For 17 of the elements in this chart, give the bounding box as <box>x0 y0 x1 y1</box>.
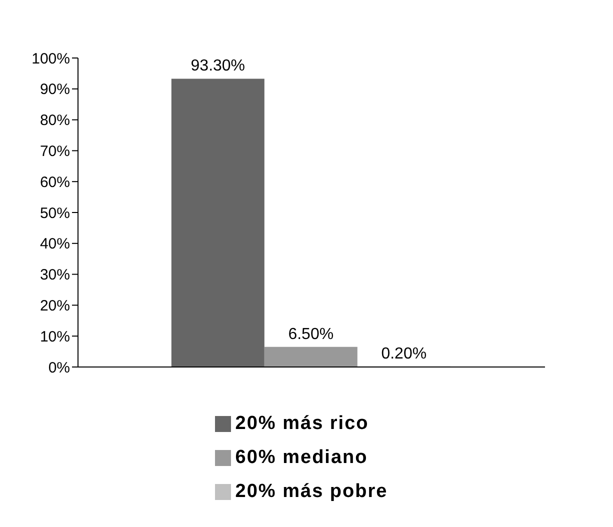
y-tick-label: 60% <box>40 174 70 191</box>
legend-label: 20% más pobre <box>235 481 388 502</box>
y-tick-label: 70% <box>40 143 70 160</box>
data-label: 0.20% <box>381 345 427 362</box>
y-tick-label: 30% <box>40 266 70 284</box>
y-tick-label: 40% <box>40 236 70 253</box>
data-label: 93.30% <box>190 58 246 75</box>
y-tick-label: 10% <box>40 328 70 346</box>
y-tick-label: 50% <box>40 204 70 222</box>
legend-label: 20% más rico <box>235 413 369 434</box>
y-tick-label: 80% <box>40 112 70 130</box>
y-tick-label: 100% <box>32 50 70 68</box>
data-label: 6.50% <box>288 326 334 343</box>
y-tick-label: 90% <box>40 81 70 98</box>
y-tick-label: 0% <box>48 359 70 376</box>
legend-label: 60% mediano <box>235 447 368 468</box>
y-tick-label: 20% <box>40 298 70 315</box>
